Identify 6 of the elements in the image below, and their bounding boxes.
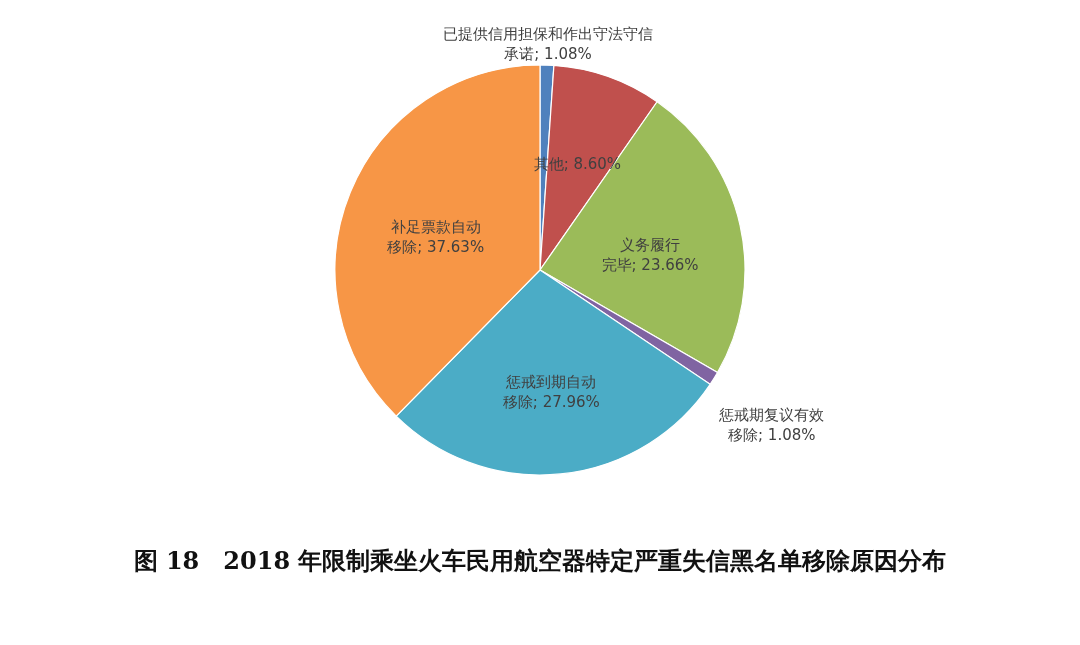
text: 图 18 2018 年限制乘坐火车民用航空器特定严重失信黑名单移除原因分布: [133, 546, 947, 575]
slice-label: 义务履行完毕; 23.66%: [601, 236, 699, 275]
slice-label: 惩戒到期自动移除; 27.96%: [502, 373, 600, 412]
slice-label: 已提供信用担保和作出守法守信承诺; 1.08%: [443, 24, 654, 63]
slice-label: 惩戒期复议有效移除; 1.08%: [718, 405, 825, 444]
slice-label: 补足票款自动移除; 37.63%: [387, 218, 485, 257]
